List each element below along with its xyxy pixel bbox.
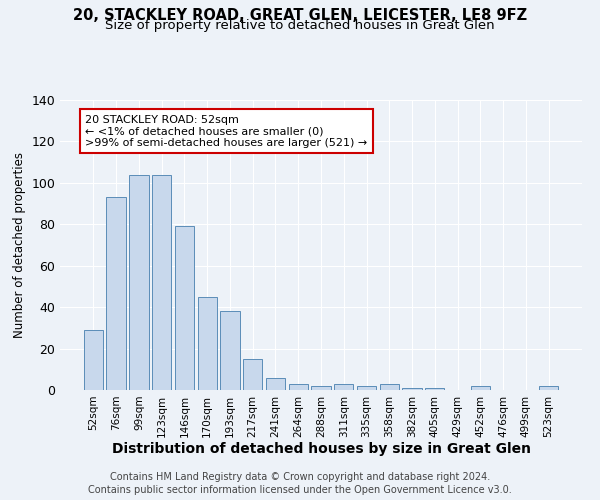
Bar [243, 359, 262, 390]
Bar [129, 174, 149, 390]
Bar [175, 226, 194, 390]
Bar [425, 388, 445, 390]
Text: 20 STACKLEY ROAD: 52sqm
← <1% of detached houses are smaller (0)
>99% of semi-de: 20 STACKLEY ROAD: 52sqm ← <1% of detache… [85, 114, 368, 148]
Bar [220, 312, 239, 390]
Text: Distribution of detached houses by size in Great Glen: Distribution of detached houses by size … [112, 442, 530, 456]
Bar [289, 384, 308, 390]
Bar [470, 386, 490, 390]
Bar [84, 330, 103, 390]
Y-axis label: Number of detached properties: Number of detached properties [13, 152, 26, 338]
Text: Size of property relative to detached houses in Great Glen: Size of property relative to detached ho… [105, 19, 495, 32]
Bar [266, 378, 285, 390]
Bar [357, 386, 376, 390]
Bar [380, 384, 399, 390]
Bar [311, 386, 331, 390]
Bar [403, 388, 422, 390]
Bar [539, 386, 558, 390]
Text: 20, STACKLEY ROAD, GREAT GLEN, LEICESTER, LE8 9FZ: 20, STACKLEY ROAD, GREAT GLEN, LEICESTER… [73, 8, 527, 22]
Bar [152, 174, 172, 390]
Bar [334, 384, 353, 390]
Text: Contains public sector information licensed under the Open Government Licence v3: Contains public sector information licen… [88, 485, 512, 495]
Text: Contains HM Land Registry data © Crown copyright and database right 2024.: Contains HM Land Registry data © Crown c… [110, 472, 490, 482]
Bar [106, 198, 126, 390]
Bar [197, 297, 217, 390]
